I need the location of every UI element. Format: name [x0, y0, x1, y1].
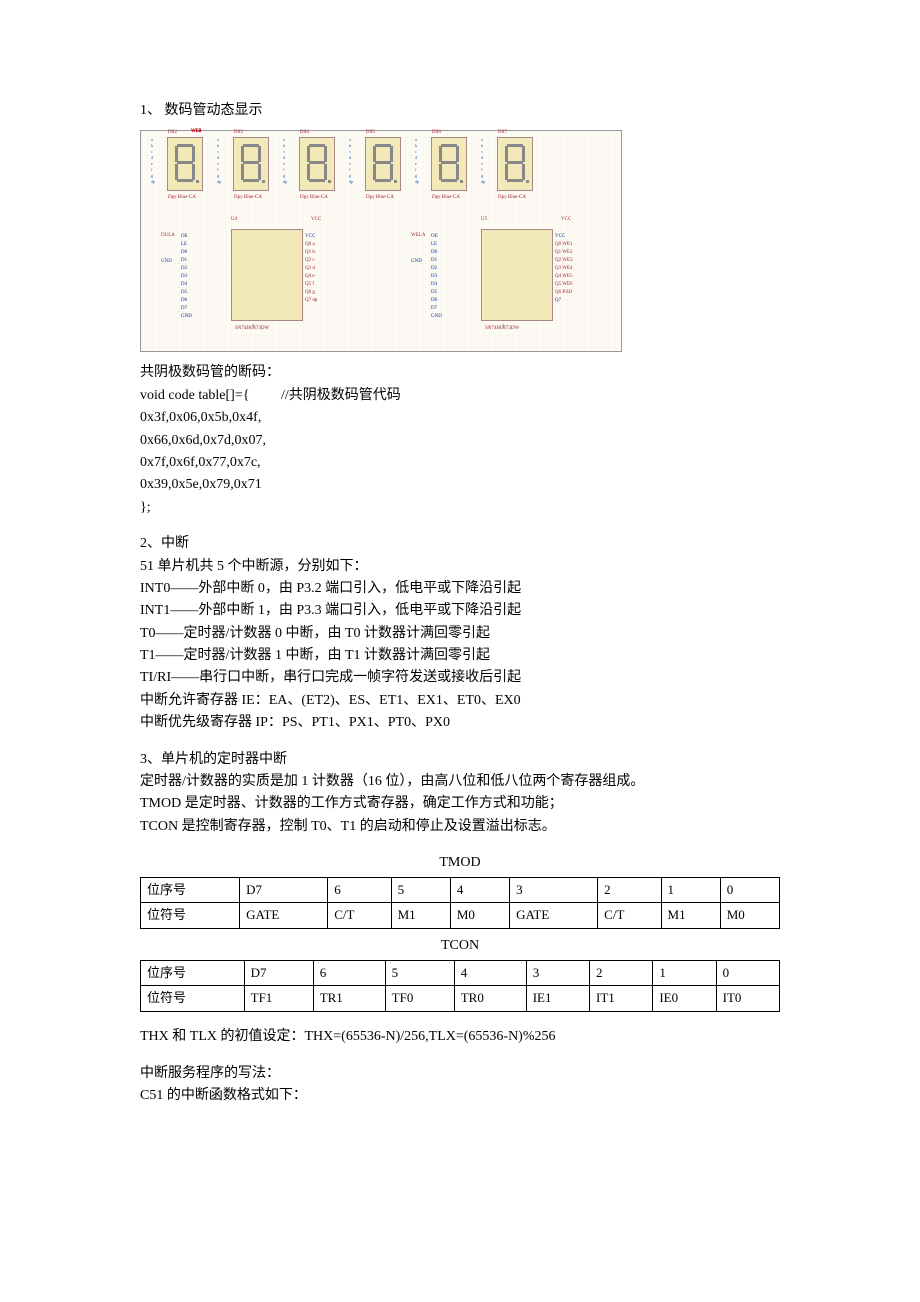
led-unit: abcdefgdpDS4Dpy Blue-CAWE3 [283, 137, 335, 191]
cell: 3 [510, 877, 598, 903]
cell: 2 [598, 877, 661, 903]
cell: C/T [328, 903, 391, 929]
cell: 4 [454, 960, 526, 986]
cell: 0 [720, 877, 779, 903]
section3-outro: 中断服务程序的写法： C51 的中断函数格式如下： [140, 1063, 780, 1108]
seven-segment-display: DS6Dpy Blue-CA [431, 137, 467, 191]
cell: 2 [590, 960, 653, 986]
table-row: 位序号 D7 6 5 4 3 2 1 0 [141, 960, 780, 986]
cell: IT1 [590, 986, 653, 1012]
cell: M0 [450, 903, 509, 929]
cell: 0 [716, 960, 779, 986]
cell: GATE [240, 903, 328, 929]
chip-row: U4VCCOELED0D1D2D3D4D5D6D7GNDVCCQ0 aQ1 bQ… [151, 219, 611, 329]
cell: M1 [391, 903, 450, 929]
seven-segment-display: DS3Dpy Blue-CA [233, 137, 269, 191]
section2-line: T0——定时器/计数器 0 中断，由 T0 计数器计满回零引起 [140, 623, 780, 645]
led-pin-column: abcdefgdp [415, 137, 429, 185]
code-row: 0x7f,0x6f,0x77,0x7c, [140, 452, 780, 474]
tcon-caption: TCON [140, 935, 780, 957]
table-row: 位符号 GATE C/T M1 M0 GATE C/T M1 M0 [141, 903, 780, 929]
outro-line: C51 的中断函数格式如下： [140, 1085, 780, 1107]
cell: 1 [653, 960, 716, 986]
formula-line: THX 和 TLX 的初值设定：THX=(65536-N)/256,TLX=(6… [140, 1026, 780, 1048]
section2-line: TI/RI——串行口中断，串行口完成一帧字符发送或接收后引起 [140, 667, 780, 689]
formula-para: THX 和 TLX 的初值设定：THX=(65536-N)/256,TLX=(6… [140, 1026, 780, 1048]
section3-intro-line: TCON 是控制寄存器，控制 T0、T1 的启动和停止及设置溢出标志。 [140, 816, 780, 838]
cell-label: 位符号 [141, 903, 240, 929]
code-row: 0x66,0x6d,0x7d,0x07, [140, 430, 780, 452]
code-comment: //共阴极数码管代码 [281, 388, 401, 403]
code-decl: void code table[]={ [140, 388, 249, 403]
cell: IT0 [716, 986, 779, 1012]
circuit-diagram: abcdefgdpDS2Dpy Blue-CAWE1abcdefgdpDS3Dp… [140, 130, 622, 352]
outro-line: 中断服务程序的写法： [140, 1063, 780, 1085]
cell: 5 [391, 877, 450, 903]
section2-line: 中断允许寄存器 IE：EA、(ET2)、ES、ET1、EX1、ET0、EX0 [140, 690, 780, 712]
cell: 6 [313, 960, 385, 986]
seven-segment-display: DS7Dpy Blue-CA [497, 137, 533, 191]
table-row: 位序号 D7 6 5 4 3 2 1 0 [141, 877, 780, 903]
section3-intro: 3、单片机的定时器中断 定时器/计数器的实质是加 1 计数器（16 位），由高八… [140, 749, 780, 839]
led-unit: abcdefgdpDS2Dpy Blue-CAWE1 [151, 137, 203, 191]
cell: TF1 [244, 986, 313, 1012]
led-pin-column: abcdefgdp [349, 137, 363, 185]
section2-line: 中断优先级寄存器 IP：PS、PT1、PX1、PT0、PX0 [140, 712, 780, 734]
section3-intro-line: TMOD 是定时器、计数器的工作方式寄存器，确定工作方式和功能； [140, 793, 780, 815]
cell: D7 [240, 877, 328, 903]
cell: GATE [510, 903, 598, 929]
cell: IE1 [526, 986, 589, 1012]
tcon-table: 位序号 D7 6 5 4 3 2 1 0 位符号 TF1 TR1 TF0 TR0… [140, 960, 780, 1013]
cell-label: 位符号 [141, 986, 245, 1012]
section2-line: T1——定时器/计数器 1 中断，由 T1 计数器计满回零引起 [140, 645, 780, 667]
section3-intro-line: 定时器/计数器的实质是加 1 计数器（16 位），由高八位和低八位两个寄存器组成… [140, 771, 780, 793]
cell: C/T [598, 903, 661, 929]
cell: M1 [661, 903, 720, 929]
code-caption: 共阴极数码管的断码： [140, 362, 780, 384]
code-block: 共阴极数码管的断码： void code table[]={ //共阴极数码管代… [140, 362, 780, 519]
section2-line: INT0——外部中断 0，由 P3.2 端口引入，低电平或下降沿引起 [140, 578, 780, 600]
seven-segment-display: DS4Dpy Blue-CA [299, 137, 335, 191]
section1-heading: 1、 数码管动态显示 [140, 100, 780, 122]
table-row: 位符号 TF1 TR1 TF0 TR0 IE1 IT1 IE0 IT0 [141, 986, 780, 1012]
cell: 5 [385, 960, 454, 986]
led-pin-column: abcdefgdp [217, 137, 231, 185]
cell: 4 [450, 877, 509, 903]
code-row: 0x3f,0x06,0x5b,0x4f, [140, 407, 780, 429]
tmod-caption: TMOD [140, 852, 780, 874]
latch-chip: U5VCCOELED0D1D2D3D4D5D6D7GNDVCCQ0 WE1Q1 … [411, 219, 601, 329]
led-pin-column: abcdefgdp [283, 137, 297, 185]
cell-label: 位序号 [141, 877, 240, 903]
led-unit: abcdefgdpDS3Dpy Blue-CAWE2 [217, 137, 269, 191]
seven-segment-display: DS2Dpy Blue-CA [167, 137, 203, 191]
page: 1、 数码管动态显示 abcdefgdpDS2Dpy Blue-CAWE1abc… [0, 0, 920, 1302]
cell: TR1 [313, 986, 385, 1012]
cell: M0 [720, 903, 779, 929]
led-pin-column: abcdefgdp [151, 137, 165, 185]
latch-chip: U4VCCOELED0D1D2D3D4D5D6D7GNDVCCQ0 aQ1 bQ… [161, 219, 351, 329]
cell: D7 [244, 960, 313, 986]
section3-heading: 3、单片机的定时器中断 [140, 749, 780, 771]
led-unit: abcdefgdpDS7Dpy Blue-CAWE6 [481, 137, 533, 191]
seven-segment-display: DS5Dpy Blue-CA [365, 137, 401, 191]
code-row: 0x39,0x5e,0x79,0x71 [140, 474, 780, 496]
cell: 6 [328, 877, 391, 903]
section2-line: INT1——外部中断 1，由 P3.3 端口引入，低电平或下降沿引起 [140, 600, 780, 622]
led-pin-column: abcdefgdp [481, 137, 495, 185]
code-close: }; [140, 497, 780, 519]
code-line-decl: void code table[]={ //共阴极数码管代码 [140, 385, 780, 407]
section2-heading: 2、中断 [140, 533, 780, 555]
cell: 1 [661, 877, 720, 903]
cell: 3 [526, 960, 589, 986]
cell: IE0 [653, 986, 716, 1012]
cell: TR0 [454, 986, 526, 1012]
led-unit: abcdefgdpDS5Dpy Blue-CAWE4 [349, 137, 401, 191]
section2: 2、中断 51 单片机共 5 个中断源，分别如下： INT0——外部中断 0，由… [140, 533, 780, 735]
tmod-table: 位序号 D7 6 5 4 3 2 1 0 位符号 GATE C/T M1 M0 … [140, 877, 780, 930]
led-row: abcdefgdpDS2Dpy Blue-CAWE1abcdefgdpDS3Dp… [151, 137, 611, 191]
led-unit: abcdefgdpDS6Dpy Blue-CAWE5 [415, 137, 467, 191]
cell-label: 位序号 [141, 960, 245, 986]
section2-line: 51 单片机共 5 个中断源，分别如下： [140, 556, 780, 578]
cell: TF0 [385, 986, 454, 1012]
